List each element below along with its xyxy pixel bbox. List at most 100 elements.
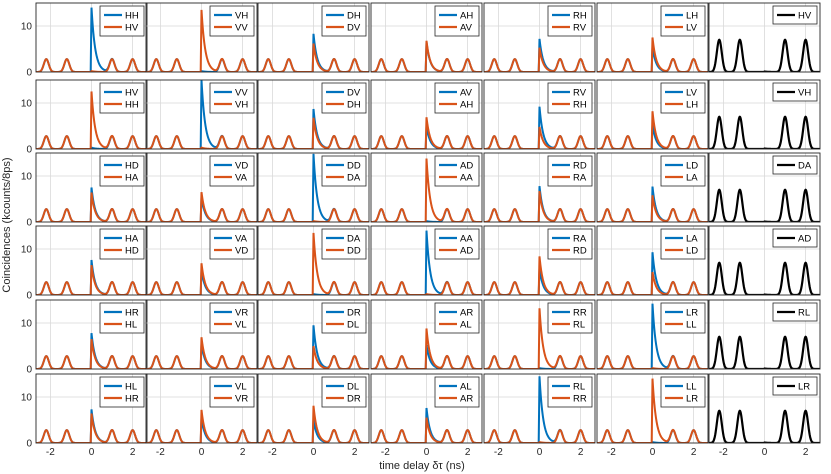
y-tick-label: 10 bbox=[21, 22, 33, 33]
x-tick-label: 0 bbox=[537, 447, 543, 458]
legend-label: LV bbox=[686, 88, 698, 99]
panel-frame bbox=[483, 225, 596, 296]
legend-label: HL bbox=[125, 382, 137, 393]
series-line-VD bbox=[146, 263, 257, 295]
legend-label: HV bbox=[125, 23, 139, 34]
legend-label: RV bbox=[573, 88, 587, 99]
legend-label: AR bbox=[460, 394, 473, 405]
panel-grid: HHHV010VHVVDHDVAHAVRHRVLHLVHVHVHH010VVVH… bbox=[21, 2, 821, 458]
x-tick-label: -2 bbox=[607, 447, 616, 458]
panel-frame bbox=[708, 225, 821, 296]
x-tick-label: 2 bbox=[130, 447, 136, 458]
series-line-HR bbox=[36, 413, 147, 443]
legend-label: DR bbox=[347, 394, 361, 405]
legend: DA bbox=[772, 155, 818, 175]
panel-frame bbox=[257, 373, 370, 444]
panel-frame bbox=[257, 2, 370, 73]
legend: HV bbox=[772, 5, 818, 25]
series-line-HL bbox=[36, 338, 147, 369]
legend-label: AA bbox=[460, 234, 473, 245]
panel-frame bbox=[35, 299, 148, 370]
legend-label: HA bbox=[125, 173, 139, 184]
legend-label: DA bbox=[798, 161, 812, 172]
panel-frame bbox=[145, 2, 258, 73]
series-line-RD bbox=[484, 256, 595, 295]
legend-label: VL bbox=[235, 320, 247, 331]
series-line-AR bbox=[371, 417, 482, 443]
panel-frame bbox=[483, 152, 596, 223]
legend-label: RA bbox=[573, 173, 587, 184]
series-line-HD bbox=[36, 264, 147, 295]
panel-frame bbox=[257, 299, 370, 370]
x-tick-label: -2 bbox=[381, 447, 390, 458]
legend-label: HD bbox=[125, 161, 139, 172]
x-tick-label: 2 bbox=[803, 447, 809, 458]
legend-label: VH bbox=[798, 88, 811, 99]
series-line-DL bbox=[258, 345, 369, 369]
panel-frame bbox=[596, 373, 709, 444]
legend-label: VD bbox=[235, 246, 248, 257]
legend-label: DV bbox=[347, 88, 361, 99]
series-line-DH bbox=[258, 117, 369, 149]
legend-label: HH bbox=[125, 11, 139, 22]
legend-label: RR bbox=[573, 308, 587, 319]
panel-frame bbox=[145, 225, 258, 296]
legend-label: LL bbox=[686, 382, 697, 393]
panel-frame bbox=[483, 299, 596, 370]
panel-frame bbox=[35, 225, 148, 296]
legend-label: AV bbox=[460, 88, 473, 99]
legend-label: DA bbox=[347, 173, 361, 184]
legend-label: RR bbox=[573, 394, 587, 405]
panel-frame bbox=[145, 373, 258, 444]
y-tick-label: 10 bbox=[21, 393, 33, 404]
y-tick-label: 0 bbox=[26, 145, 32, 156]
panel-frame bbox=[596, 152, 709, 223]
legend-label: RH bbox=[573, 11, 587, 22]
series-line-AH bbox=[371, 117, 482, 149]
panel-frame bbox=[145, 299, 258, 370]
legend-label: VL bbox=[235, 382, 247, 393]
y-tick-label: 0 bbox=[26, 439, 32, 450]
legend-label: AD bbox=[460, 246, 473, 257]
panel-frame bbox=[35, 373, 148, 444]
panel-frame bbox=[145, 79, 258, 150]
panel-frame bbox=[708, 299, 821, 370]
legend-label: LH bbox=[686, 11, 698, 22]
legend-label: DV bbox=[347, 23, 361, 34]
legend-label: HA bbox=[125, 234, 139, 245]
y-tick-label: 10 bbox=[21, 172, 33, 183]
legend-label: HL bbox=[125, 320, 137, 331]
x-tick-label: 0 bbox=[424, 447, 430, 458]
panel-frame bbox=[257, 152, 370, 223]
series-line-LH bbox=[597, 111, 708, 149]
legend: AD bbox=[772, 228, 818, 248]
y-tick-label: 10 bbox=[21, 319, 33, 330]
x-tick-label: -2 bbox=[156, 447, 165, 458]
series-line-VR bbox=[146, 409, 257, 443]
legend-label: HV bbox=[125, 88, 139, 99]
x-tick-label: 0 bbox=[199, 447, 205, 458]
panel-frame bbox=[35, 2, 148, 73]
